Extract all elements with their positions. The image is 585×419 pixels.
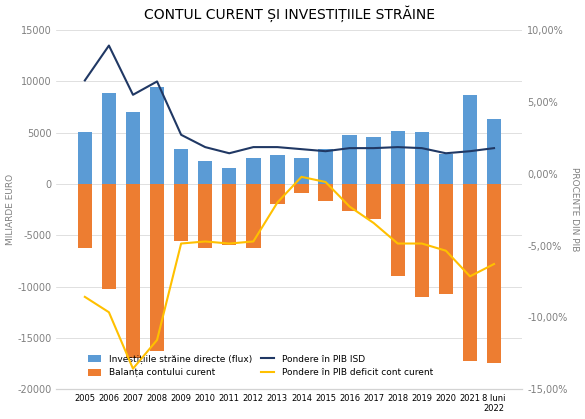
Pondere în PIB deficit cont curent: [250, 239, 257, 244]
Bar: [222, 168, 236, 184]
Bar: [463, 95, 477, 184]
Pondere în PIB deficit cont curent: [370, 220, 377, 225]
Line: Pondere în PIB deficit cont curent: Pondere în PIB deficit cont curent: [85, 177, 494, 369]
Pondere în PIB ISD: [226, 151, 233, 156]
Pondere în PIB ISD: [394, 145, 401, 150]
Pondere în PIB deficit cont curent: [226, 241, 233, 246]
Bar: [391, 131, 405, 184]
Bar: [150, 184, 164, 351]
Bar: [391, 184, 405, 277]
Pondere în PIB ISD: [178, 132, 185, 137]
Pondere în PIB ISD: [250, 145, 257, 150]
Pondere în PIB deficit cont curent: [105, 310, 112, 315]
Bar: [150, 87, 164, 184]
Bar: [342, 135, 357, 184]
Pondere în PIB ISD: [490, 146, 497, 151]
Bar: [246, 184, 260, 248]
Bar: [487, 119, 501, 184]
Pondere în PIB deficit cont curent: [466, 274, 473, 279]
Pondere în PIB ISD: [322, 149, 329, 154]
Pondere în PIB deficit cont curent: [129, 366, 136, 371]
Y-axis label: PROCENTE DIN PIB: PROCENTE DIN PIB: [570, 168, 580, 252]
Pondere în PIB deficit cont curent: [202, 239, 209, 244]
Bar: [102, 184, 116, 289]
Bar: [174, 184, 188, 241]
Pondere în PIB ISD: [346, 146, 353, 151]
Pondere în PIB deficit cont curent: [394, 241, 401, 246]
Pondere în PIB deficit cont curent: [442, 248, 449, 253]
Bar: [439, 154, 453, 184]
Bar: [126, 184, 140, 358]
Pondere în PIB ISD: [81, 78, 88, 83]
Bar: [198, 184, 212, 248]
Pondere în PIB ISD: [105, 43, 112, 48]
Bar: [415, 184, 429, 297]
Bar: [342, 184, 357, 211]
Bar: [439, 184, 453, 294]
Pondere în PIB deficit cont curent: [153, 337, 160, 342]
Pondere în PIB ISD: [202, 145, 209, 150]
Y-axis label: MILIARDE EURO: MILIARDE EURO: [5, 174, 15, 245]
Bar: [366, 137, 381, 184]
Pondere în PIB deficit cont curent: [490, 261, 497, 266]
Pondere în PIB deficit cont curent: [346, 204, 353, 209]
Pondere în PIB deficit cont curent: [178, 241, 185, 246]
Bar: [294, 158, 309, 184]
Pondere în PIB deficit cont curent: [322, 179, 329, 184]
Pondere în PIB deficit cont curent: [274, 200, 281, 205]
Bar: [246, 158, 260, 184]
Bar: [318, 149, 333, 184]
Pondere în PIB ISD: [442, 151, 449, 156]
Line: Pondere în PIB ISD: Pondere în PIB ISD: [85, 46, 494, 153]
Bar: [270, 184, 285, 204]
Pondere în PIB deficit cont curent: [298, 174, 305, 179]
Bar: [78, 132, 92, 184]
Pondere în PIB ISD: [129, 92, 136, 97]
Bar: [78, 184, 92, 248]
Pondere în PIB ISD: [370, 146, 377, 151]
Bar: [174, 149, 188, 184]
Title: CONTUL CURENT ȘI INVESTIȚIILE STRĂINE: CONTUL CURENT ȘI INVESTIȚIILE STRĂINE: [144, 5, 435, 22]
Bar: [318, 184, 333, 202]
Pondere în PIB ISD: [153, 79, 160, 84]
Bar: [198, 161, 212, 184]
Bar: [294, 184, 309, 193]
Bar: [463, 184, 477, 362]
Bar: [366, 184, 381, 219]
Bar: [415, 132, 429, 184]
Bar: [487, 184, 501, 362]
Pondere în PIB ISD: [418, 146, 425, 151]
Bar: [222, 184, 236, 245]
Pondere în PIB deficit cont curent: [418, 241, 425, 246]
Pondere în PIB ISD: [466, 149, 473, 154]
Pondere în PIB ISD: [274, 145, 281, 150]
Legend: Investițiile străine directe (flux), Balanța contului curent, Pondere în PIB ISD: Investițiile străine directe (flux), Bal…: [84, 351, 436, 381]
Bar: [270, 155, 285, 184]
Bar: [102, 93, 116, 184]
Pondere în PIB ISD: [298, 147, 305, 152]
Pondere în PIB deficit cont curent: [81, 295, 88, 300]
Bar: [126, 112, 140, 184]
